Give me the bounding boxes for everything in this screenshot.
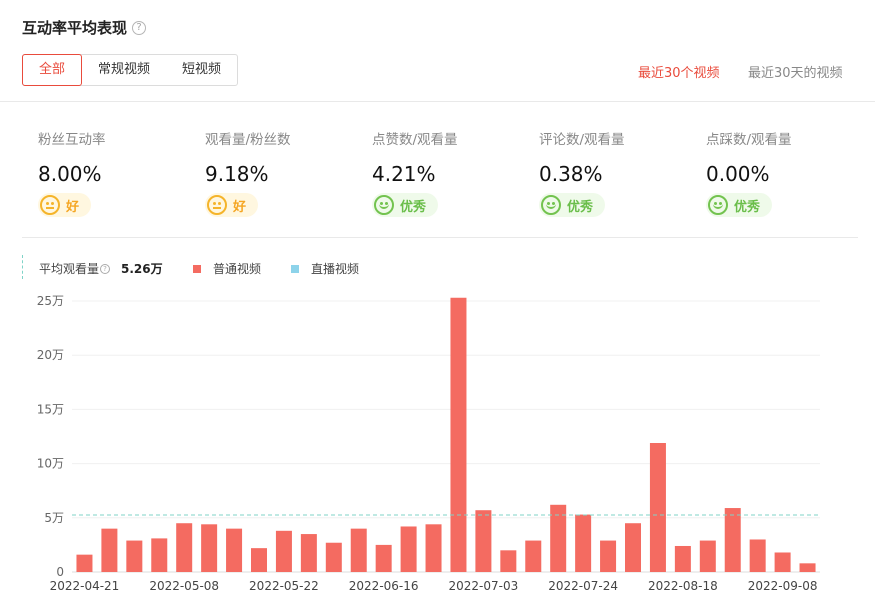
tab-regular-video[interactable]: 常规视频 — [98, 62, 151, 77]
y-tick-label: 0 — [56, 565, 64, 579]
period-last-30-days[interactable]: 最近30天的视频 — [748, 66, 843, 81]
smile-face-icon — [374, 195, 394, 215]
y-tick-label: 15万 — [37, 402, 64, 416]
x-tick-label: 2022-06-16 — [349, 579, 419, 593]
rating-label: 优秀 — [400, 199, 427, 215]
legend-average-label: 平均观看量 — [39, 262, 100, 276]
rating-badge: 好 — [38, 193, 92, 217]
bar-regular-video[interactable] — [101, 528, 118, 572]
legend-average-value: 5.26万 — [121, 262, 163, 276]
bar-regular-video[interactable] — [799, 563, 816, 572]
metric-label: 评论数/观看量 — [539, 132, 625, 148]
legend-swatch — [193, 264, 201, 273]
chart-legend: 平均观看量 ? 5.26万 普通视频 直播视频 — [22, 255, 422, 279]
x-tick-label: 2022-09-08 — [748, 579, 818, 593]
neutral-face-icon — [40, 195, 60, 215]
bar-regular-video[interactable] — [649, 443, 666, 572]
bar-regular-video[interactable] — [699, 540, 716, 572]
metric-value: 4.21% — [372, 162, 436, 186]
legend-series-label: 直播视频 — [311, 262, 360, 276]
rating-label: 优秀 — [734, 199, 761, 215]
y-tick-label: 10万 — [37, 457, 64, 471]
period-last-30-videos[interactable]: 最近30个视频 — [638, 66, 720, 81]
section-header: 互动率平均表现 ? — [22, 17, 147, 38]
bar-regular-video[interactable] — [251, 548, 267, 572]
rating-label: 好 — [233, 199, 247, 215]
metric-likes-per-view: 点赞数/观看量 4.21% 优秀 — [372, 128, 532, 217]
legend-average: 平均观看量 ? — [39, 260, 111, 277]
y-tick-label: 25万 — [37, 294, 64, 308]
legend-series-live[interactable]: 直播视频 — [291, 260, 359, 277]
rating-badge: 好 — [205, 193, 259, 217]
bar-regular-video[interactable] — [575, 514, 592, 572]
metric-dislikes-per-view: 点踩数/观看量 0.00% 优秀 — [706, 128, 866, 217]
smile-face-icon — [541, 195, 561, 215]
metric-fan-engagement: 粉丝互动率 8.00% 好 — [38, 128, 198, 217]
header-divider — [0, 101, 875, 102]
y-tick-label: 5万 — [44, 511, 64, 525]
legend-series-regular[interactable]: 普通视频 — [193, 260, 261, 277]
bar-chart: 0 5万 10万 15万 20万 25万 2022-04-21 2022-05-08 2022-… — [37, 294, 820, 593]
bar-regular-video[interactable] — [525, 540, 542, 572]
bar-regular-video[interactable] — [151, 538, 168, 572]
bar-regular-video[interactable] — [226, 528, 243, 572]
question-circle-icon[interactable]: ? — [100, 263, 111, 274]
bar-regular-video[interactable] — [350, 528, 367, 572]
metric-views-per-fan: 观看量/粉丝数 9.18% 好 — [205, 128, 365, 217]
bar-regular-video[interactable] — [325, 542, 342, 572]
bar-regular-video[interactable] — [126, 540, 143, 572]
legend-swatch — [291, 264, 299, 273]
bar-regular-video[interactable] — [400, 526, 417, 572]
bar-regular-video[interactable] — [475, 510, 492, 572]
metric-label: 点赞数/观看量 — [372, 132, 458, 148]
bar-regular-video[interactable] — [600, 540, 617, 572]
metric-value: 9.18% — [205, 162, 269, 186]
bar-regular-video[interactable] — [201, 524, 218, 572]
metric-comments-per-view: 评论数/观看量 0.38% 优秀 — [539, 128, 699, 217]
bar-regular-video[interactable] — [500, 550, 517, 572]
metrics-divider — [22, 237, 858, 238]
bar-regular-video[interactable] — [176, 523, 193, 572]
bar-regular-video[interactable] — [550, 504, 567, 572]
bar-regular-video[interactable] — [724, 508, 741, 572]
neutral-face-icon — [207, 195, 227, 215]
tab-all[interactable]: 全部 — [22, 54, 83, 86]
y-tick-label: 20万 — [37, 348, 64, 362]
metric-label: 观看量/粉丝数 — [205, 132, 291, 148]
metric-label: 点踩数/观看量 — [706, 132, 792, 148]
metric-value: 0.00% — [706, 162, 770, 186]
x-tick-label: 2022-04-21 — [50, 579, 120, 593]
x-tick-label: 2022-07-24 — [548, 579, 618, 593]
bar-regular-video[interactable] — [76, 554, 93, 572]
bar-regular-video[interactable] — [425, 524, 442, 572]
x-tick-label: 2022-08-18 — [648, 579, 718, 593]
bar-regular-video[interactable] — [275, 530, 292, 572]
metric-value: 0.38% — [539, 162, 603, 186]
legend-series-label: 普通视频 — [213, 262, 262, 276]
video-type-tabs: 全部 常规视频 短视频 — [22, 54, 239, 86]
bar-regular-video[interactable] — [749, 539, 766, 572]
bar-regular-video[interactable] — [450, 297, 467, 572]
rating-badge: 优秀 — [539, 193, 606, 217]
rating-badge: 优秀 — [706, 193, 773, 217]
rating-label: 好 — [66, 199, 80, 215]
metric-label: 粉丝互动率 — [38, 132, 106, 148]
bar-regular-video[interactable] — [625, 523, 641, 572]
bar-regular-video[interactable] — [300, 534, 317, 572]
section-title: 互动率平均表现 — [22, 19, 128, 37]
bar-regular-video[interactable] — [774, 552, 791, 572]
rating-label: 优秀 — [567, 199, 594, 215]
bar-regular-video[interactable] — [375, 544, 392, 572]
tab-short-video[interactable]: 短视频 — [182, 62, 222, 77]
smile-face-icon — [708, 195, 728, 215]
metric-value: 8.00% — [38, 162, 102, 186]
bar-regular-video[interactable] — [674, 545, 691, 572]
question-circle-icon[interactable]: ? — [132, 20, 147, 35]
x-tick-label: 2022-07-03 — [449, 579, 519, 593]
rating-badge: 优秀 — [372, 193, 439, 217]
x-tick-label: 2022-05-08 — [149, 579, 219, 593]
x-tick-label: 2022-05-22 — [249, 579, 319, 593]
